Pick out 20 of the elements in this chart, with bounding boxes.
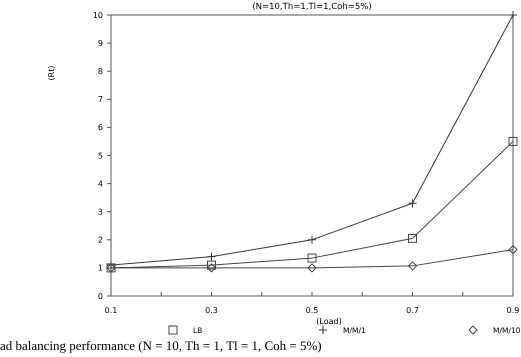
- y-tick-label: 1: [98, 264, 103, 273]
- y-tick-label: 0: [98, 292, 103, 301]
- y-tick-label: 4: [98, 179, 103, 188]
- y-tick-label: 9: [98, 38, 103, 48]
- x-tick-label: 0.7: [406, 306, 419, 315]
- y-tick-label: 3: [98, 208, 103, 216]
- y-axis-title: (Rt): [47, 66, 56, 80]
- y-tick-label: 7: [98, 95, 103, 104]
- y-tick-label: 8: [98, 67, 103, 76]
- x-tick-label: 0.5: [306, 306, 318, 315]
- x-axis-title: (Load): [316, 317, 342, 326]
- y-tick-label: 10: [92, 10, 103, 20]
- x-tick-label: 0.9: [506, 306, 520, 315]
- y-tick-label: 6: [98, 123, 103, 132]
- y-tick-label: 2: [98, 236, 103, 245]
- y-tick-label: 5: [98, 151, 103, 160]
- chart-title: (N=10,Th=1,Tl=1,Coh=5%): [252, 2, 372, 12]
- x-tick-label: 0.1: [104, 306, 118, 315]
- x-tick-label: 0.3: [205, 306, 218, 315]
- text: ad balancing performance (N = 10, Th = 1, Tl = 1, Coh = 5%): [0, 338, 322, 353]
